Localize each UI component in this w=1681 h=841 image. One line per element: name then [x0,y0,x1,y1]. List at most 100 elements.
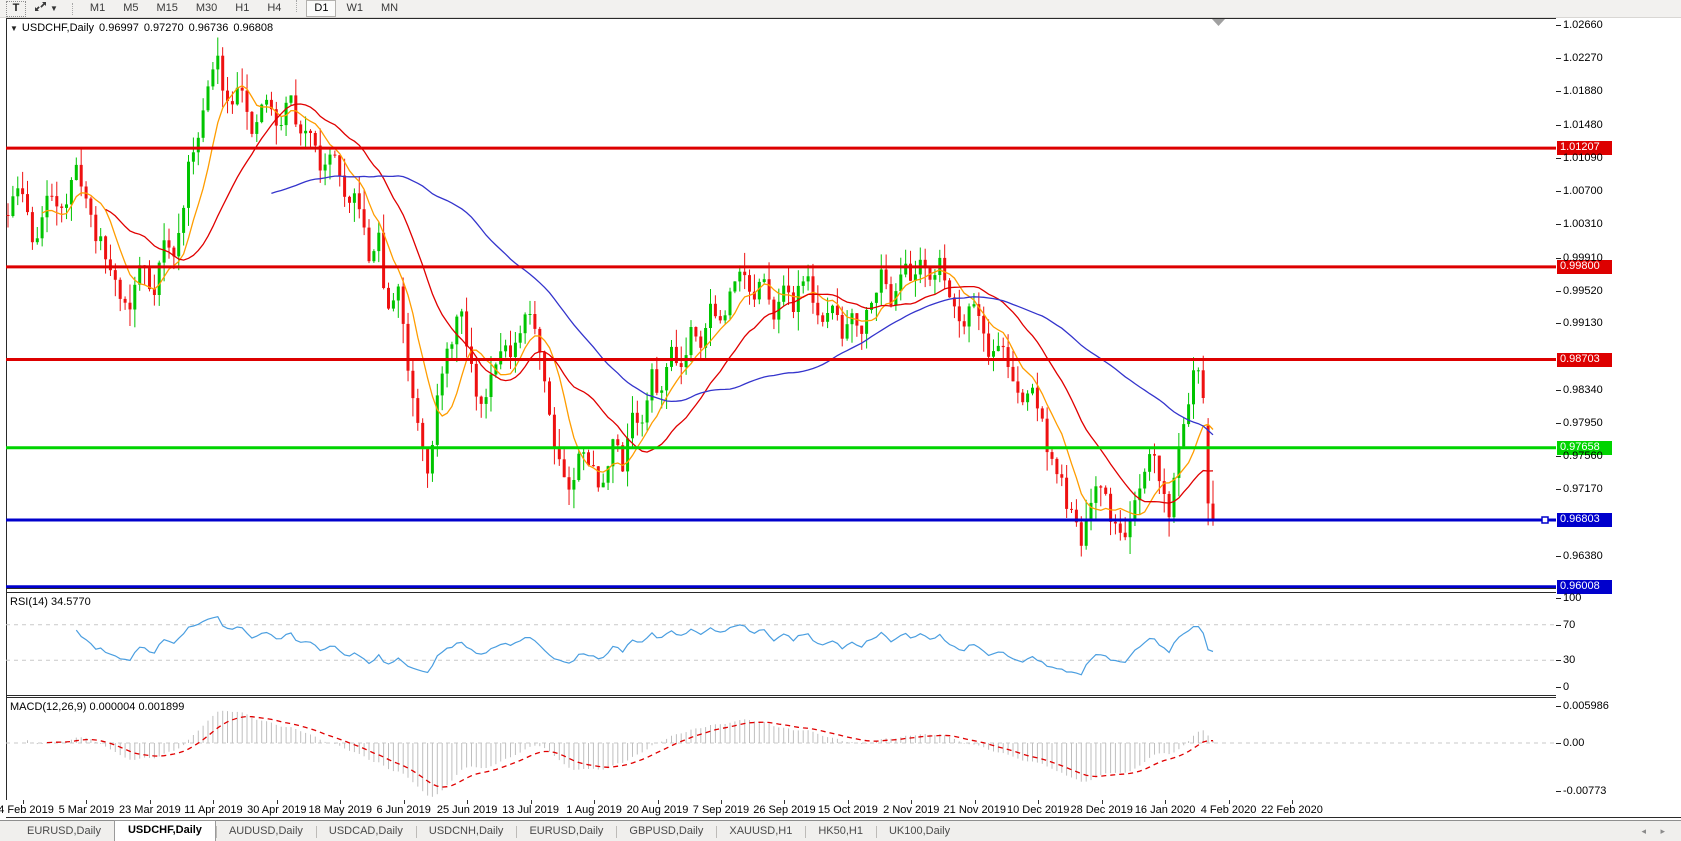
chart-tab-eurusd-daily[interactable]: EURUSD,Daily [516,823,616,841]
macd-name: MACD(12,26,9) [10,701,87,713]
arrows-icon [34,1,47,16]
chart-tab-usdcad-daily[interactable]: USDCAD,Daily [315,823,416,841]
macd-indicator-pane[interactable] [0,697,1681,800]
price-tick-label: 1.01880 [1563,85,1603,98]
timeframe-button-M15[interactable]: M15 [156,2,178,14]
top-toolbar: T ▼ M1 M5 M15 M30 H1 H4 D1 W1 MN [0,0,1681,18]
date-tick-mark [594,800,596,804]
macd-tick-label: -0.00773 [1563,784,1607,797]
price-tick-mark [1556,190,1561,192]
date-tick-mark [213,800,215,804]
price-tick-label: 1.01090 [1563,151,1603,164]
date-tick-mark [1228,800,1230,804]
chart-tab-gbpusd-daily[interactable]: GBPUSD,Daily [616,823,716,841]
chart-title: ▼ USDCHF,Daily 0.96997 0.97270 0.96736 0.9680… [10,22,273,34]
rsi-tick-mark [1556,624,1561,626]
timeframe-button-MN[interactable]: MN [380,2,399,14]
date-tick-label: 2 Nov 2019 [883,804,940,816]
chart-tab-usdcnh-daily[interactable]: USDCNH,Daily [415,823,517,841]
date-tick-label: 11 Apr 2019 [184,804,243,816]
chart-title-collapse-icon[interactable]: ▼ [10,24,18,33]
pane-border [6,18,1681,19]
rsi-tick-mark [1556,660,1561,662]
chart-tab-uk100-daily[interactable]: UK100,Daily [875,823,963,841]
date-tick-label: 4 Feb 2020 [1200,804,1257,816]
ohlc-low: 0.96736 [188,22,229,34]
chart-symbol-label: USDCHF,Daily [21,22,95,34]
date-tick-label: 25 Jun 2019 [436,804,498,816]
date-tick-label: 6 Jun 2019 [376,804,431,816]
date-tick-label: 20 Aug 2019 [626,804,689,816]
date-tick-mark [657,800,659,804]
date-tick-mark [1038,800,1040,804]
date-tick-mark [149,800,151,804]
price-line-label: 1.01207 [1557,141,1612,156]
text-tool-button[interactable]: T [6,0,26,17]
pane-border [6,817,1681,818]
rsi-tick-label: 0 [1563,681,1570,693]
macd-tick-label: 0.005986 [1563,700,1609,712]
chart-tab-bar: EURUSD,Daily USDCHF,Daily AUDUSD,Daily USDC… [0,820,1681,841]
date-tick-mark [530,800,532,804]
price-tick-label: 0.99910 [1563,251,1603,264]
chart-tab-usdchf-daily[interactable]: USDCHF,Daily [113,820,216,841]
pane-border [6,18,7,817]
chevron-down-icon[interactable]: ▼ [50,4,58,13]
chart-tab-hk50-h1[interactable]: HK50,H1 [805,823,876,841]
pane-border [6,695,1681,696]
price-tick-mark [1556,58,1561,60]
rsi-tick-mark [1556,687,1561,688]
date-tick-label: 15 Oct 2019 [817,804,878,816]
date-tick-mark [784,800,786,804]
macd-tick-mark [1556,706,1561,707]
timeframe-button-H1[interactable]: H1 [235,2,250,14]
price-tick-mark [1556,91,1561,93]
macd-value-2: 0.001899 [138,701,185,713]
date-tick-label: 23 Mar 2019 [119,804,181,816]
timeframe-button-H4[interactable]: H4 [267,2,282,14]
price-tick-mark [1556,456,1561,458]
price-tick-label: 0.99520 [1563,284,1603,297]
rsi-indicator-pane[interactable] [0,592,1681,695]
rsi-label: RSI(14) 34.5770 [10,596,91,608]
date-tick-mark [403,800,405,804]
price-line-label: 0.98703 [1557,352,1612,367]
date-tick-label: 22 Feb 2020 [1261,804,1323,816]
pane-border [6,697,1681,698]
toolbar-grip[interactable] [71,2,75,15]
timeframe-button-M30[interactable]: M30 [195,2,218,14]
timeframe-button-M5[interactable]: M5 [123,2,139,14]
rsi-tick-mark [1556,598,1561,599]
rsi-value: 34.5770 [50,596,91,608]
timeframe-button-D1[interactable]: D1 [306,0,337,17]
ohlc-high: 0.97270 [143,22,184,34]
price-tick-label: 0.97170 [1563,483,1603,496]
date-tick-mark [1165,800,1167,804]
timeframe-button-M1[interactable]: M1 [89,2,106,14]
price-tick-label: 0.99130 [1563,317,1603,330]
tab-scroll-arrows[interactable]: ◂ ▸ [1641,825,1671,836]
arrows-tool-button[interactable]: ▼ [30,1,62,17]
price-tick-mark [1556,157,1561,159]
price-tick-label: 0.97560 [1563,450,1603,463]
date-tick-mark [1292,800,1293,804]
ohlc-open: 0.96997 [99,22,139,34]
price-tick-label: 1.02660 [1563,19,1603,32]
price-line-label: 0.96803 [1557,513,1612,527]
date-tick-mark [467,800,469,804]
price-axis[interactable]: 1.01207 0.99800 0.98703 0.97658 0.96803 0.960… [1556,18,1681,800]
chart-tab-audusd-daily[interactable]: AUDUSD,Daily [215,823,316,841]
price-tick-mark [1556,290,1561,292]
price-tick-mark [1556,223,1561,225]
price-tick-mark [1556,423,1561,425]
price-tick-mark [1556,125,1561,126]
macd-tick-mark [1556,743,1561,744]
chart-tab-eurusd-daily[interactable]: EURUSD,Daily [27,825,101,837]
chart-tab-xauusd-h1[interactable]: XAUUSD,H1 [716,823,805,841]
macd-label: MACD(12,26,9) 0.000004 0.001899 [10,701,184,713]
main-price-chart[interactable] [0,18,1681,588]
timeframe-button-group: M1 M5 M15 M30 H1 H4 D1 W1 MN [81,0,407,17]
macd-tick-mark [1556,790,1561,792]
timeframe-button-W1[interactable]: W1 [346,2,363,14]
